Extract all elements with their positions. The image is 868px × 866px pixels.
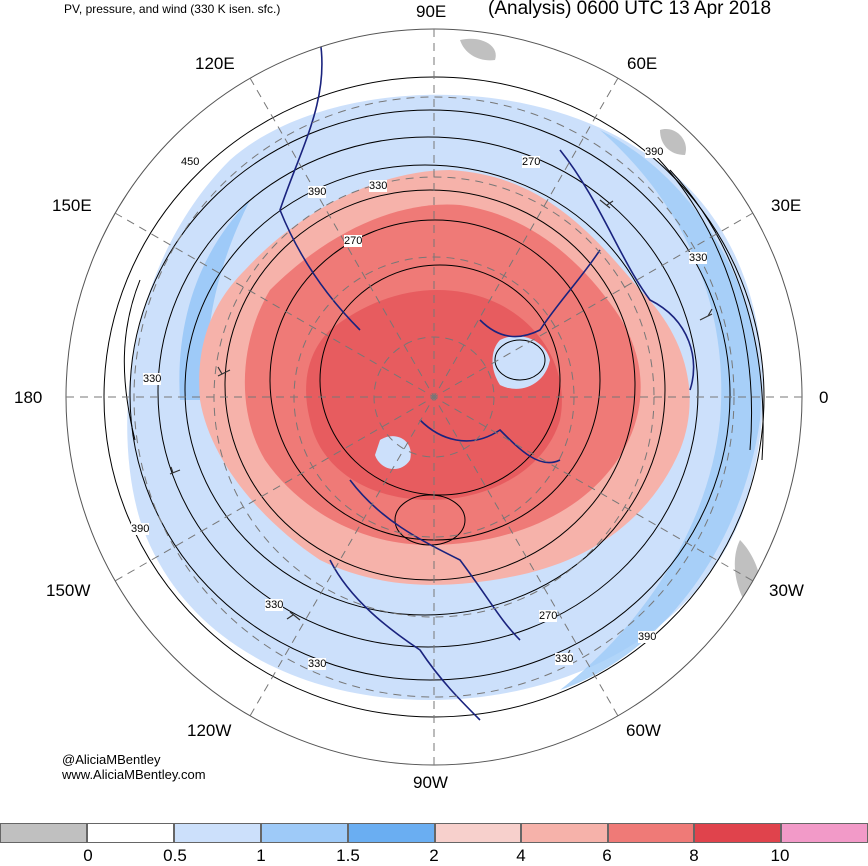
lon-label: 0 (819, 388, 829, 407)
contour-label: 390 (131, 523, 150, 535)
lon-label: 120W (187, 721, 232, 740)
colorbar-swatch (435, 823, 521, 843)
lon-label: 60W (626, 721, 661, 740)
contour-label: 330 (308, 658, 327, 670)
colorbar-tick: 6 (602, 846, 612, 865)
graticule (65, 28, 803, 766)
contour-label: 330 (689, 252, 708, 264)
contour-label: 330 (555, 653, 574, 665)
lon-label: 150E (52, 196, 92, 215)
colorbar-tick: 0.5 (163, 846, 187, 865)
contour-label: 270 (522, 156, 541, 168)
colorbar-tick: 4 (516, 846, 526, 865)
colorbar-tick: 1.5 (336, 846, 360, 865)
colorbar-swatch (694, 823, 781, 843)
lon-label: 30W (769, 581, 804, 600)
coastlines (279, 39, 695, 721)
credit-handle: @AliciaMBentley (62, 752, 161, 767)
colorbar-tick: 8 (689, 846, 699, 865)
map-subtitle: PV, pressure, and wind (330 K isen. sfc.… (64, 2, 281, 16)
colorbar-tick: 1 (256, 846, 266, 865)
lon-label: 60E (627, 54, 658, 73)
colorbar-swatch (0, 823, 87, 843)
contour-label: 330 (143, 373, 162, 385)
contour-label: 450 (181, 156, 200, 168)
credit-website: www.AliciaMBentley.com (62, 767, 206, 782)
map-title: (Analysis) 0600 UTC 13 Apr 2018 (488, 0, 772, 19)
colorbar-swatch (87, 823, 174, 843)
contour-label: 330 (265, 599, 284, 611)
colorbar-tick: 0 (83, 846, 93, 865)
lon-label: 180 (14, 388, 43, 407)
colorbar-swatch (348, 823, 435, 843)
lon-label: 120E (195, 54, 235, 73)
lon-label: 30E (771, 196, 802, 215)
contour-label: 390 (645, 146, 664, 158)
contour-label: 270 (344, 235, 363, 247)
colorbar-swatch (608, 823, 694, 843)
colorbar-tick: 2 (429, 846, 439, 865)
colorbar-swatch (174, 823, 261, 843)
lon-label: 150W (46, 581, 91, 600)
contour-label: 390 (638, 631, 657, 643)
colorbar-swatch (261, 823, 348, 843)
contour-label: 270 (539, 610, 558, 622)
colorbar-tick: 10 (770, 846, 790, 865)
contour-label: 390 (308, 186, 327, 198)
colorbar-swatch (781, 823, 868, 843)
pressure-contours (103, 76, 765, 718)
lon-label: 90W (413, 773, 448, 792)
contour-label: 330 (369, 180, 388, 192)
colorbar-swatch (521, 823, 608, 843)
lon-label: 90E (416, 2, 447, 21)
